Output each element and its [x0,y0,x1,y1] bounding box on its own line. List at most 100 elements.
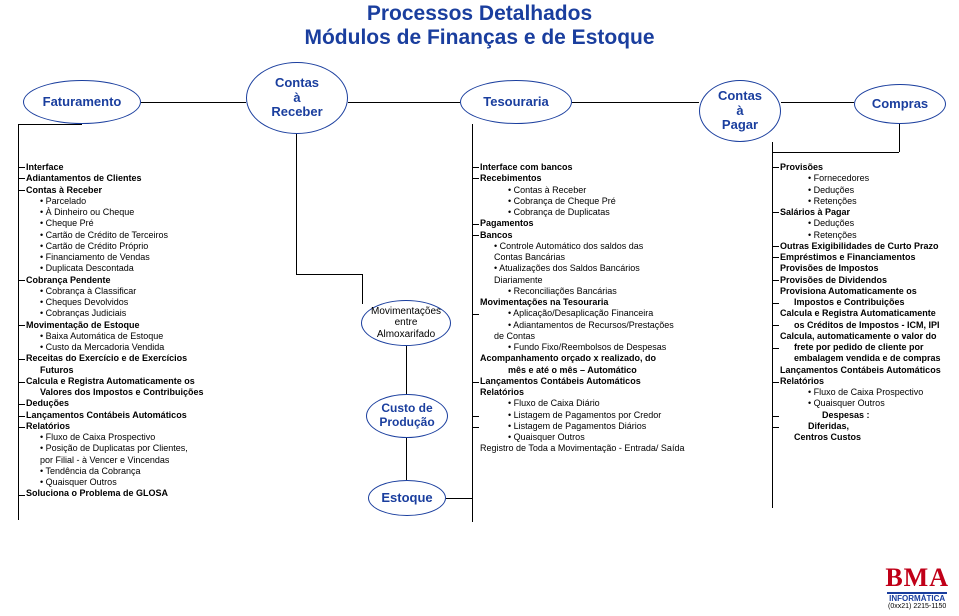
list-item: Financiamento de Vendas [26,252,246,263]
list-item: Bancos [480,230,740,241]
tick [472,382,479,383]
list-item: Deduções [780,185,955,196]
tick [472,427,479,428]
list-item: Movimentações na Tesouraria [480,297,740,308]
tick [772,382,779,383]
list-item: Relatórios [26,421,246,432]
tick [772,257,779,258]
tick [472,314,479,315]
tick [18,427,25,428]
list-item: mês e até o mês – Automático [480,365,740,376]
list-item: Provisões de Dividendos [780,275,955,286]
list-item: Acompanhamento orçado x realizado, do [480,353,740,364]
list-item: Provisões de Impostos [780,263,955,274]
list-item: Quaisquer Outros [26,477,246,488]
list-item: Provisões [780,162,955,173]
list-item: Fluxo de Caixa Prospectivo [26,432,246,443]
conn [18,124,82,125]
tick [472,167,479,168]
list-item: Quaisquer Outros [780,398,955,409]
list-item: Diferidas, [780,421,955,432]
node-estoque: Estoque [368,480,446,516]
logo-sub: INFORMÁTICA [885,595,949,603]
conn [472,124,473,522]
list-item: Calcula, automaticamente o valor do [780,331,955,342]
node-movimentacoes: Movimentações entre Almoxarifado [361,300,451,346]
list-item: Retenções [780,230,955,241]
list-item: Baixa Automática de Estoque [26,331,246,342]
list-item: Atualizações dos Saldos Bancários [480,263,740,274]
tick [772,416,779,417]
list-item: Soluciona o Problema de GLOSA [26,488,246,499]
column-tesouraria-list: Interface com bancosRecebimentosContas à… [480,162,740,455]
tick [18,382,25,383]
logo-tel: (0xx21) 2215-1150 [885,603,949,610]
list-item: Contas à Receber [26,185,246,196]
list-item: Adiantamentos de Recursos/Prestações [480,320,740,331]
conn [406,438,407,480]
list-item: Posição de Duplicatas por Clientes, [26,443,246,454]
list-item: de Contas [480,331,740,342]
list-item: Cobrança Pendente [26,275,246,286]
node-faturamento: Faturamento [23,80,141,124]
list-item: por Filial - à Vencer e Vincendas [26,455,246,466]
list-item: Quaisquer Outros [480,432,740,443]
list-item: Aplicação/Desaplicação Financeira [480,308,740,319]
tick [772,167,779,168]
list-item: Fluxo de Caixa Prospectivo [780,387,955,398]
list-item: Calcula e Registra Automaticamente [780,308,955,319]
list-item: Impostos e Contribuições [780,297,955,308]
logo-brand: BMA [885,565,949,591]
list-item: Controle Automático dos saldos das [480,241,740,252]
conn [446,498,472,499]
tick [18,359,25,360]
list-item: Tendência da Cobrança [26,466,246,477]
list-item: Movimentação de Estoque [26,320,246,331]
list-item: Fornecedores [780,173,955,184]
tick [772,325,779,326]
list-item: Contas Bancárias [480,252,740,263]
list-item: Deduções [26,398,246,409]
tick [772,427,779,428]
list-item: Relatórios [480,387,740,398]
tick [472,178,479,179]
node-contas-pagar: Contas à Pagar [699,80,781,142]
list-item: Lançamentos Contábeis Automáticos [26,410,246,421]
tick [18,495,25,496]
tick [18,404,25,405]
list-item: Recebimentos [480,173,740,184]
page-title-2: Módulos de Finanças e de Estoque [0,26,959,50]
conn [772,142,773,508]
tick [772,246,779,247]
list-item: Cobranças Judiciais [26,308,246,319]
tick [772,348,779,349]
conn [781,102,854,103]
list-item: Outras Exigibilidades de Curto Prazo [780,241,955,252]
conn [18,124,19,520]
list-item: Listagem de Pagamentos Diários [480,421,740,432]
list-item: Cobrança de Cheque Pré [480,196,740,207]
list-item: Duplicata Descontada [26,263,246,274]
list-item: Registro de Toda a Movimentação - Entrad… [480,443,740,454]
list-item: Fundo Fixo/Reembolsos de Despesas [480,342,740,353]
list-item: Cobrança de Duplicatas [480,207,740,218]
list-item: Cartão de Crédito de Terceiros [26,230,246,241]
conn [406,346,407,394]
tick [772,212,779,213]
page-title-1: Processos Detalhados [0,2,959,26]
list-item: frete por pedido de cliente por [780,342,955,353]
node-tesouraria: Tesouraria [460,80,572,124]
list-item: os Créditos de Impostos - ICM, IPI [780,320,955,331]
tick [772,303,779,304]
column-faturamento-list: InterfaceAdiantamentos de ClientesContas… [26,162,246,500]
list-item: Deduções [780,218,955,229]
list-item: Cheque Pré [26,218,246,229]
tick [18,167,25,168]
tick [772,280,779,281]
tick [472,235,479,236]
conn [772,152,899,153]
list-item: Parcelado [26,196,246,207]
list-item: Fluxo de Caixa Diário [480,398,740,409]
list-item: embalagem vendida e de compras [780,353,955,364]
node-contas-receber: Contas à Receber [246,62,348,134]
